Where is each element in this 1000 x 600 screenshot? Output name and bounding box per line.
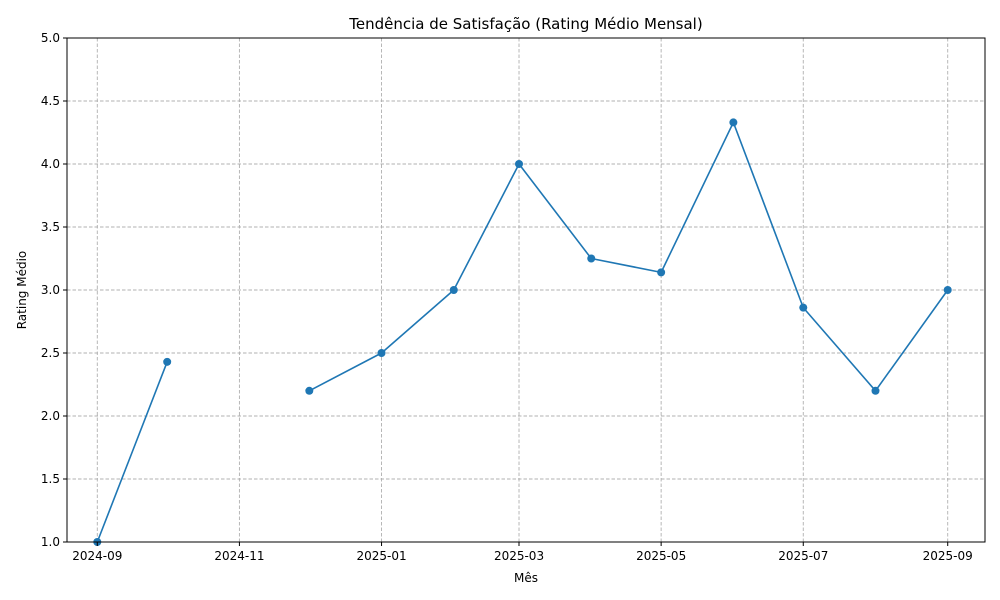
y-tick-label: 5.0 bbox=[41, 31, 60, 45]
series-layer bbox=[93, 118, 952, 546]
chart-title: Tendência de Satisfação (Rating Médio Me… bbox=[348, 15, 702, 33]
data-point bbox=[871, 386, 880, 395]
data-point bbox=[377, 349, 386, 357]
data-point bbox=[305, 386, 314, 395]
ticks-layer: 1.0 1.5 2.0 2.5 3.0 3.5 4.0 4.5 5.0 2024-09 2024-1… bbox=[41, 31, 973, 563]
x-tick-label: 2024-09 bbox=[72, 549, 122, 563]
series-line bbox=[96, 361, 168, 543]
x-tick-label: 2025-05 bbox=[636, 549, 686, 563]
data-point bbox=[449, 286, 458, 294]
data-point bbox=[515, 160, 524, 168]
y-tick-label: 2.0 bbox=[41, 409, 60, 423]
x-tick-label: 2025-09 bbox=[923, 549, 973, 563]
x-tick-label: 2025-07 bbox=[778, 549, 828, 563]
data-point bbox=[587, 254, 596, 263]
x-tick-label: 2025-01 bbox=[356, 549, 406, 563]
y-tick-label: 1.5 bbox=[41, 472, 60, 486]
series-line bbox=[308, 121, 949, 392]
y-axis-label: Rating Médio bbox=[15, 251, 29, 330]
y-tick-label: 1.0 bbox=[41, 535, 60, 549]
x-tick-label: 2025-03 bbox=[494, 549, 544, 563]
data-point bbox=[163, 357, 172, 366]
x-tick-label: 2024-11 bbox=[214, 549, 264, 563]
y-tick-label: 4.0 bbox=[41, 157, 60, 171]
x-axis-label: Mês bbox=[514, 571, 538, 585]
y-tick-label: 3.5 bbox=[41, 220, 60, 234]
data-point bbox=[657, 268, 666, 277]
data-point bbox=[799, 303, 808, 312]
data-point bbox=[729, 118, 738, 127]
data-point bbox=[943, 286, 952, 294]
y-tick-label: 2.5 bbox=[41, 346, 60, 360]
y-tick-label: 4.5 bbox=[41, 94, 60, 108]
y-tick-label: 3.0 bbox=[41, 283, 60, 297]
grid-layer bbox=[67, 37, 985, 543]
